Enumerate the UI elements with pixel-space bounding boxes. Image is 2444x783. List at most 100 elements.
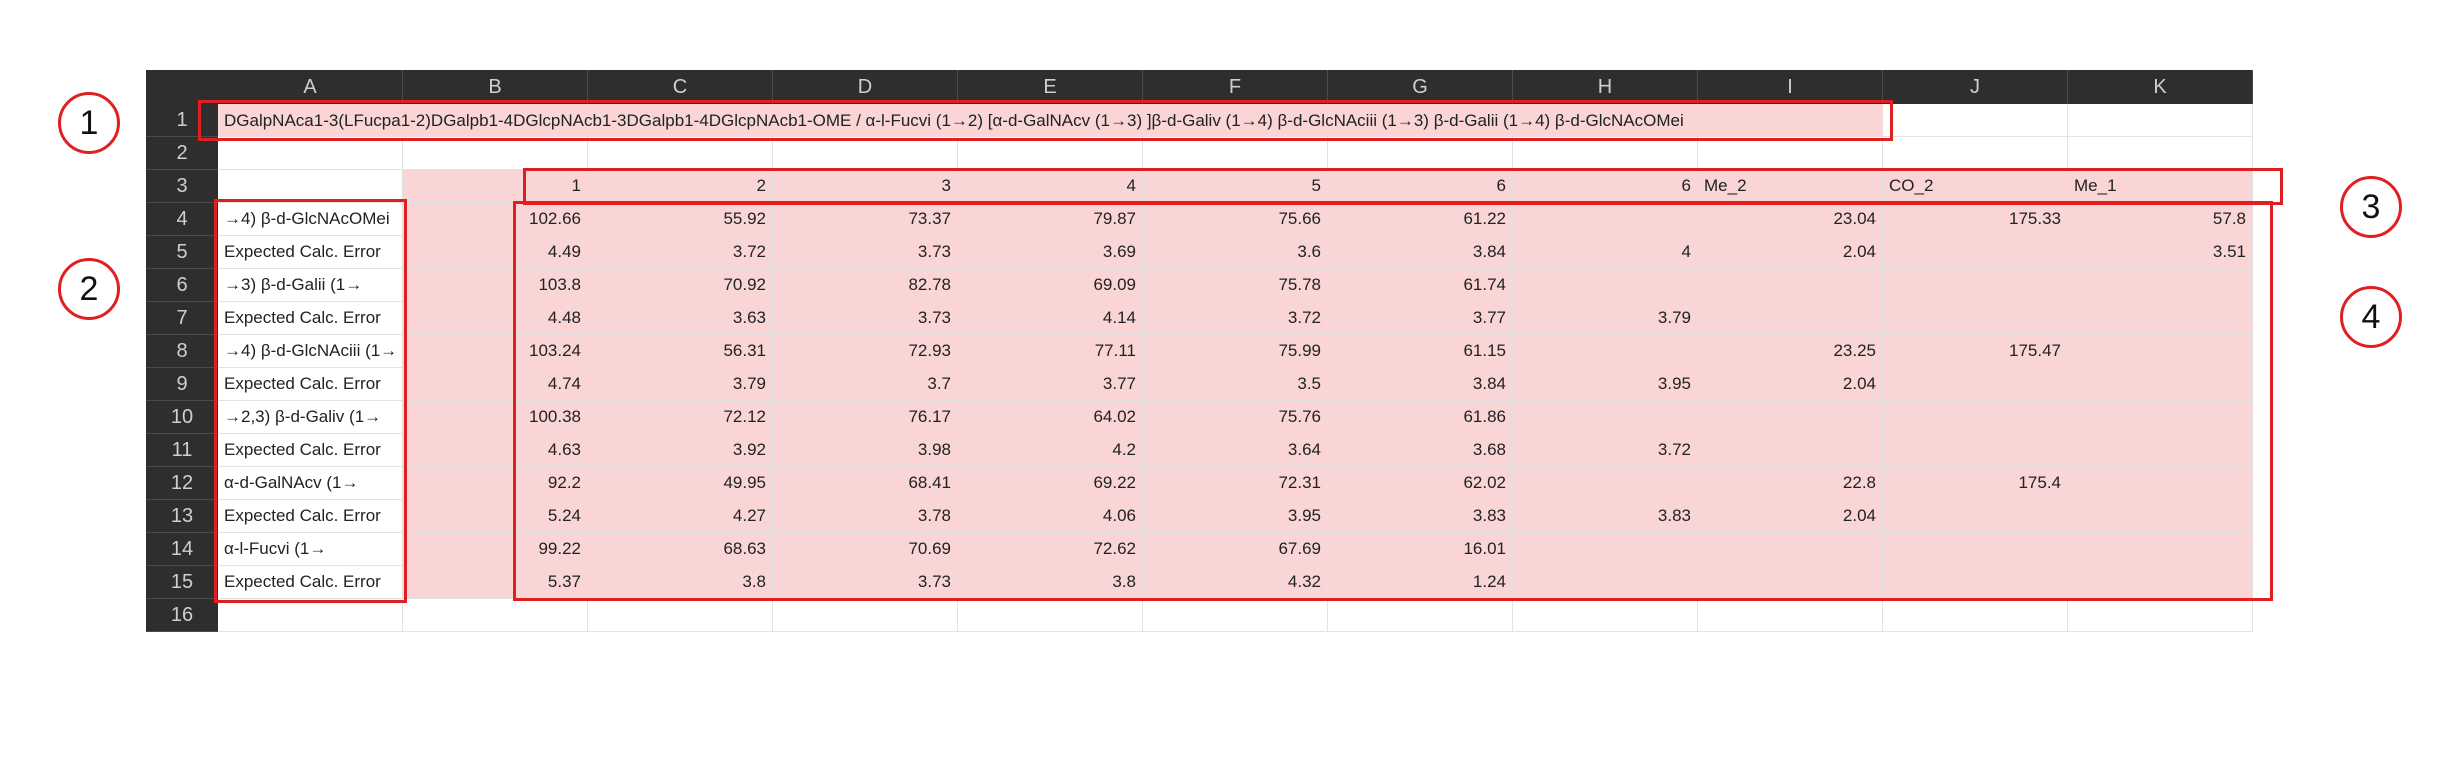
value-cell[interactable]: 3.64 <box>1143 434 1328 467</box>
value-cell[interactable] <box>1513 467 1698 500</box>
value-cell[interactable]: 92.2 <box>403 467 588 500</box>
value-cell[interactable]: 100.38 <box>403 401 588 434</box>
value-cell[interactable]: 70.92 <box>588 269 773 302</box>
value-cell[interactable] <box>2068 533 2253 566</box>
value-cell[interactable] <box>1883 302 2068 335</box>
value-cell[interactable]: 4 <box>1513 236 1698 269</box>
column-header-h[interactable]: H <box>1513 70 1698 104</box>
value-cell[interactable]: 3.5 <box>1143 368 1328 401</box>
cell-h16[interactable] <box>1513 599 1698 632</box>
value-cell[interactable]: 103.24 <box>403 335 588 368</box>
value-cell[interactable]: 3.92 <box>588 434 773 467</box>
value-cell[interactable]: 64.02 <box>958 401 1143 434</box>
value-cell[interactable]: 3.77 <box>1328 302 1513 335</box>
column-header-g[interactable]: G <box>1328 70 1513 104</box>
cell-c2[interactable] <box>588 137 773 170</box>
value-cell[interactable]: 72.31 <box>1143 467 1328 500</box>
row-header-1[interactable]: 1 <box>146 104 218 137</box>
value-cell[interactable]: 2.04 <box>1698 236 1883 269</box>
header-cell-d3[interactable]: 3 <box>773 170 958 203</box>
cell-k2[interactable] <box>2068 137 2253 170</box>
value-cell[interactable]: 3.8 <box>588 566 773 599</box>
value-cell[interactable]: 3.95 <box>1143 500 1328 533</box>
value-cell[interactable]: 49.95 <box>588 467 773 500</box>
value-cell[interactable]: 3.69 <box>958 236 1143 269</box>
header-cell-f3[interactable]: 5 <box>1143 170 1328 203</box>
value-cell[interactable] <box>1698 269 1883 302</box>
value-cell[interactable]: 72.62 <box>958 533 1143 566</box>
value-cell[interactable]: 3.73 <box>773 566 958 599</box>
column-header-k[interactable]: K <box>2068 70 2253 104</box>
row-label-cell[interactable]: Expected Calc. Error <box>218 236 403 269</box>
value-cell[interactable]: 3.95 <box>1513 368 1698 401</box>
value-cell[interactable] <box>1883 236 2068 269</box>
value-cell[interactable]: 22.8 <box>1698 467 1883 500</box>
value-cell[interactable]: 75.66 <box>1143 203 1328 236</box>
value-cell[interactable]: 61.15 <box>1328 335 1513 368</box>
value-cell[interactable] <box>1883 368 2068 401</box>
row-label-cell[interactable]: α-d-GalNAcv (1→ <box>218 467 403 500</box>
row-label-cell[interactable]: →2,3) β-d-Galiv (1→ <box>218 401 403 434</box>
value-cell[interactable] <box>2068 500 2253 533</box>
select-all-corner[interactable] <box>146 70 218 104</box>
row-header-5[interactable]: 5 <box>146 236 218 269</box>
row-label-cell[interactable]: →4) β-d-GlcNAciii (1→ <box>218 335 403 368</box>
header-cell-c3[interactable]: 2 <box>588 170 773 203</box>
value-cell[interactable]: 75.99 <box>1143 335 1328 368</box>
value-cell[interactable] <box>1883 566 2068 599</box>
cell-f16[interactable] <box>1143 599 1328 632</box>
value-cell[interactable]: 76.17 <box>773 401 958 434</box>
value-cell[interactable]: 3.51 <box>2068 236 2253 269</box>
value-cell[interactable] <box>2068 434 2253 467</box>
column-header-c[interactable]: C <box>588 70 773 104</box>
value-cell[interactable]: 4.27 <box>588 500 773 533</box>
cell-b16[interactable] <box>403 599 588 632</box>
cell-j2[interactable] <box>1883 137 2068 170</box>
row-header-2[interactable]: 2 <box>146 137 218 170</box>
value-cell[interactable] <box>2068 269 2253 302</box>
row-header-10[interactable]: 10 <box>146 401 218 434</box>
row-header-11[interactable]: 11 <box>146 434 218 467</box>
value-cell[interactable]: 5.24 <box>403 500 588 533</box>
cell-a3[interactable] <box>218 170 403 203</box>
cell-e2[interactable] <box>958 137 1143 170</box>
value-cell[interactable]: 4.2 <box>958 434 1143 467</box>
value-cell[interactable] <box>1513 401 1698 434</box>
value-cell[interactable] <box>2068 401 2253 434</box>
cell-k1[interactable] <box>2068 104 2253 137</box>
value-cell[interactable]: 67.69 <box>1143 533 1328 566</box>
value-cell[interactable]: 3.63 <box>588 302 773 335</box>
row-label-cell[interactable]: Expected Calc. Error <box>218 566 403 599</box>
value-cell[interactable]: 61.22 <box>1328 203 1513 236</box>
value-cell[interactable]: 175.47 <box>1883 335 2068 368</box>
row-label-cell[interactable]: Expected Calc. Error <box>218 302 403 335</box>
value-cell[interactable]: 69.09 <box>958 269 1143 302</box>
row-header-13[interactable]: 13 <box>146 500 218 533</box>
cell-a16[interactable] <box>218 599 403 632</box>
value-cell[interactable]: 61.86 <box>1328 401 1513 434</box>
value-cell[interactable]: 175.4 <box>1883 467 2068 500</box>
value-cell[interactable]: 102.66 <box>403 203 588 236</box>
row-header-4[interactable]: 4 <box>146 203 218 236</box>
value-cell[interactable]: 4.32 <box>1143 566 1328 599</box>
value-cell[interactable] <box>1883 269 2068 302</box>
value-cell[interactable]: 3.73 <box>773 302 958 335</box>
row-label-cell[interactable]: Expected Calc. Error <box>218 500 403 533</box>
cell-k16[interactable] <box>2068 599 2253 632</box>
column-header-b[interactable]: B <box>403 70 588 104</box>
column-header-i[interactable]: I <box>1698 70 1883 104</box>
value-cell[interactable]: 2.04 <box>1698 500 1883 533</box>
value-cell[interactable] <box>1513 335 1698 368</box>
value-cell[interactable]: 3.7 <box>773 368 958 401</box>
value-cell[interactable]: 72.93 <box>773 335 958 368</box>
cell-d16[interactable] <box>773 599 958 632</box>
row-header-8[interactable]: 8 <box>146 335 218 368</box>
value-cell[interactable]: 99.22 <box>403 533 588 566</box>
value-cell[interactable] <box>1698 566 1883 599</box>
header-cell-i3[interactable]: Me_2 <box>1698 170 1883 203</box>
value-cell[interactable] <box>2068 566 2253 599</box>
value-cell[interactable]: 3.68 <box>1328 434 1513 467</box>
value-cell[interactable]: 57.8 <box>2068 203 2253 236</box>
column-header-a[interactable]: A <box>218 70 403 104</box>
cell-i16[interactable] <box>1698 599 1883 632</box>
